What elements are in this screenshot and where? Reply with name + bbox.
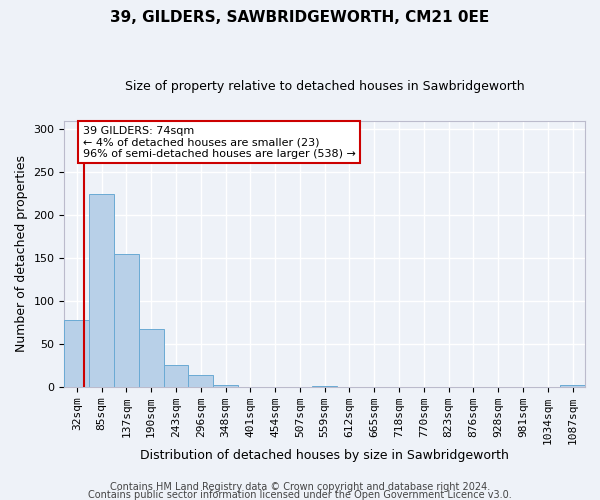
Bar (560, 386, 585, 387)
Y-axis label: Number of detached properties: Number of detached properties (15, 156, 28, 352)
Bar (213, 386, 238, 387)
Bar (64, 320, 89, 387)
Bar (188, 375, 213, 387)
Bar (89, 194, 114, 387)
X-axis label: Distribution of detached houses by size in Sawbridgeworth: Distribution of detached houses by size … (140, 450, 509, 462)
Title: Size of property relative to detached houses in Sawbridgeworth: Size of property relative to detached ho… (125, 80, 524, 93)
Text: Contains public sector information licensed under the Open Government Licence v3: Contains public sector information licen… (88, 490, 512, 500)
Text: 39, GILDERS, SAWBRIDGEWORTH, CM21 0EE: 39, GILDERS, SAWBRIDGEWORTH, CM21 0EE (110, 10, 490, 25)
Bar (114, 254, 139, 387)
Text: 39 GILDERS: 74sqm
← 4% of detached houses are smaller (23)
96% of semi-detached : 39 GILDERS: 74sqm ← 4% of detached house… (83, 126, 356, 159)
Bar (164, 364, 188, 387)
Bar (313, 386, 337, 387)
Bar (139, 330, 164, 387)
Text: Contains HM Land Registry data © Crown copyright and database right 2024.: Contains HM Land Registry data © Crown c… (110, 482, 490, 492)
